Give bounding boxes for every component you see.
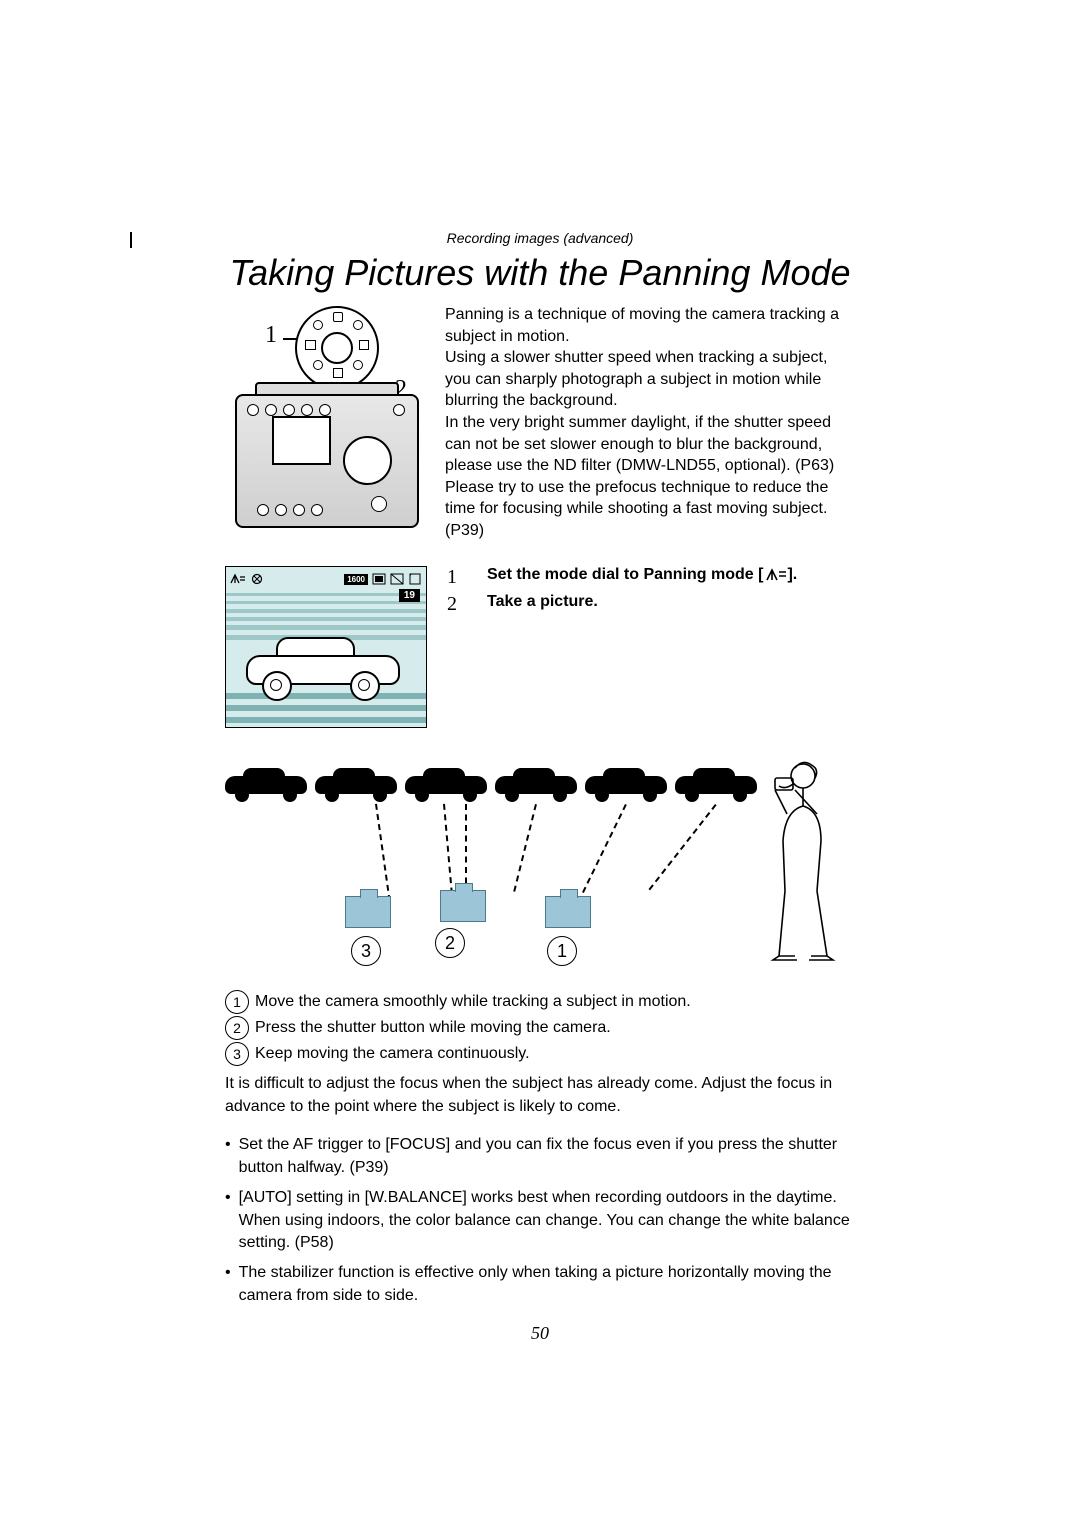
camera-body: [235, 394, 419, 528]
margin-mark: [130, 232, 132, 248]
step-num: 2: [447, 593, 467, 616]
page-number: 50: [225, 1323, 855, 1344]
mode-dial: [295, 306, 379, 390]
step-text: Set the mode dial to Panning mode [].: [487, 566, 855, 589]
diag-camera: [440, 890, 486, 922]
steps-row: 1600 19 1 Set the mode dial to Panning m…: [225, 566, 855, 728]
stabilizer-icon: [250, 573, 264, 585]
note-item: The stabilizer function is effective onl…: [225, 1262, 855, 1307]
legend-text: Move the camera smoothly while tracking …: [255, 990, 691, 1013]
step-num: 1: [447, 566, 467, 589]
panning-icon: [765, 568, 787, 582]
notes-list: Set the AF trigger to [FOCUS] and you ca…: [225, 1134, 855, 1307]
diag-car: [225, 768, 307, 800]
legend-text: Keep moving the camera continuously.: [255, 1042, 530, 1065]
page: Recording images (advanced) Taking Pictu…: [0, 0, 1080, 1526]
remaining-badge: 19: [399, 589, 420, 602]
quality-icon: [390, 573, 404, 585]
panning-mode-icon: [230, 573, 246, 585]
legend-num: 3: [225, 1042, 249, 1066]
legend-num: 1: [225, 990, 249, 1014]
step-1: 1 Set the mode dial to Panning mode [].: [447, 566, 855, 589]
step-2: 2 Take a picture.: [447, 593, 855, 616]
note-item: Set the AF trigger to [FOCUS] and you ca…: [225, 1134, 855, 1179]
diag-camera: [345, 896, 391, 928]
panning-diagram: 3 2 1: [225, 756, 855, 976]
size-icon: [372, 573, 386, 585]
diag-num-3: 3: [351, 936, 381, 966]
callout-1: 1: [265, 322, 277, 349]
legend-num: 2: [225, 1016, 249, 1040]
lcd-car: [246, 637, 396, 692]
diag-car: [585, 768, 667, 800]
intro-row: 1 2: [225, 304, 855, 544]
content-area: Recording images (advanced) Taking Pictu…: [225, 230, 855, 1344]
lcd-preview: 1600 19: [225, 566, 427, 728]
step-text: Take a picture.: [487, 593, 855, 616]
iso-badge: 1600: [344, 574, 368, 585]
diag-num-1: 1: [547, 936, 577, 966]
photographer-illustration: [745, 756, 855, 971]
legend: 1 Move the camera smoothly while trackin…: [225, 990, 855, 1118]
diag-car: [315, 768, 397, 800]
diag-car: [495, 768, 577, 800]
camera-illustration: 1 2: [225, 304, 425, 544]
diag-num-2: 2: [435, 928, 465, 958]
card-icon: [408, 573, 422, 585]
diag-car: [405, 768, 487, 800]
diag-camera: [545, 896, 591, 928]
legend-note: It is difficult to adjust the focus when…: [225, 1072, 855, 1118]
legend-item: 2 Press the shutter button while moving …: [225, 1016, 855, 1040]
legend-text: Press the shutter button while moving th…: [255, 1016, 611, 1039]
steps-list: 1 Set the mode dial to Panning mode []. …: [447, 566, 855, 620]
legend-item: 3 Keep moving the camera continuously.: [225, 1042, 855, 1066]
note-item: [AUTO] setting in [W.BALANCE] works best…: [225, 1187, 855, 1254]
intro-text: Panning is a technique of moving the cam…: [445, 304, 855, 542]
page-title: Taking Pictures with the Panning Mode: [225, 252, 855, 294]
section-header: Recording images (advanced): [225, 230, 855, 246]
legend-item: 1 Move the camera smoothly while trackin…: [225, 990, 855, 1014]
